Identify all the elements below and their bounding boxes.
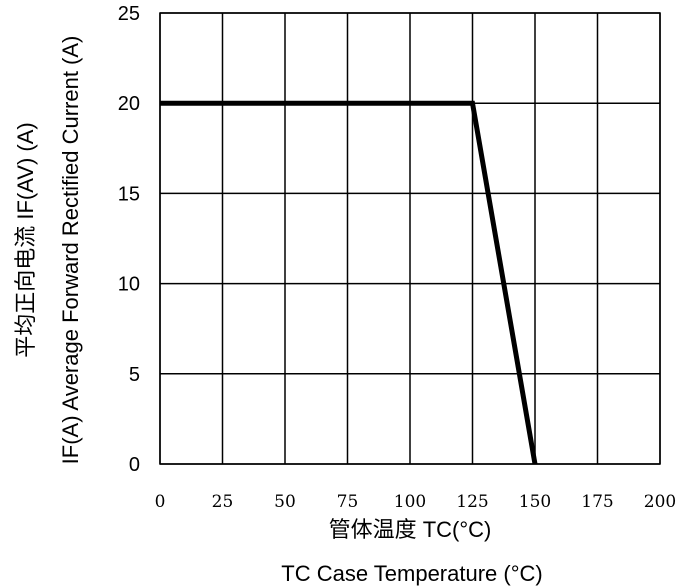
- plot-frame: [159, 12, 661, 465]
- y-tick-label-0: 0: [129, 454, 140, 476]
- y-tick-labels: 0 5 10 15 20 25: [118, 3, 140, 476]
- grid: [159, 12, 661, 465]
- x-tick-label-4: 100: [394, 492, 426, 512]
- x-tick-label-3: 75: [337, 492, 359, 512]
- x-tick-label-5: 125: [456, 492, 488, 512]
- x-axis-label-chinese: 管体温度 TC(°C): [329, 517, 492, 542]
- x-tick-label-2: 50: [274, 492, 296, 512]
- y-axis-label-chinese: 平均正向电流 IF(AV) (A): [13, 122, 38, 357]
- y-tick-label-2: 10: [118, 274, 140, 296]
- x-tick-label-8: 200: [644, 492, 676, 512]
- x-tick-labels: 0 25 50 75 100 125 150 175 200: [155, 492, 677, 512]
- y-tick-label-4: 20: [118, 93, 140, 115]
- x-axis-label-english: TC Case Temperature (°C): [281, 561, 542, 586]
- x-tick-label-7: 175: [581, 492, 613, 512]
- y-axis-label-english: IF(A) Average Forward Rectified Current …: [58, 36, 83, 465]
- x-tick-label-6: 150: [519, 492, 551, 512]
- x-tick-label-1: 25: [212, 492, 234, 512]
- x-tick-label-0: 0: [155, 492, 166, 512]
- series-group: [160, 100, 538, 465]
- series-line-0: [160, 100, 538, 465]
- y-tick-label-3: 15: [118, 183, 140, 205]
- y-tick-label-5: 25: [118, 3, 140, 25]
- y-tick-label-1: 5: [129, 364, 140, 386]
